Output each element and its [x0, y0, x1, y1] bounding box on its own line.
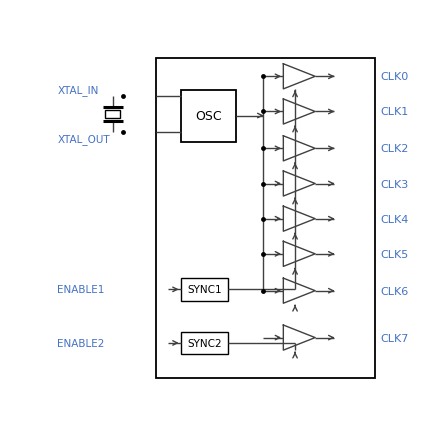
Text: CLK6: CLK6 [381, 286, 409, 296]
Text: CLK0: CLK0 [381, 72, 409, 82]
Bar [181, 332, 228, 355]
Text: CLK5: CLK5 [381, 249, 409, 259]
Text: CLK7: CLK7 [381, 333, 409, 343]
Text: ENABLE1: ENABLE1 [57, 285, 105, 295]
Bar [105, 110, 120, 119]
Text: XTAL_IN: XTAL_IN [57, 85, 99, 95]
Text: ENABLE2: ENABLE2 [57, 338, 105, 348]
Text: CLK4: CLK4 [381, 214, 409, 224]
Text: OSC: OSC [196, 110, 222, 123]
Bar [181, 91, 236, 142]
Text: CLK2: CLK2 [381, 144, 409, 154]
Bar [181, 278, 228, 301]
Text: XTAL_OUT: XTAL_OUT [57, 134, 110, 145]
Text: SYNC2: SYNC2 [187, 338, 222, 348]
Bar [156, 59, 375, 378]
Text: CLK3: CLK3 [381, 179, 409, 189]
Text: SYNC1: SYNC1 [187, 285, 222, 295]
Text: CLK1: CLK1 [381, 107, 409, 117]
